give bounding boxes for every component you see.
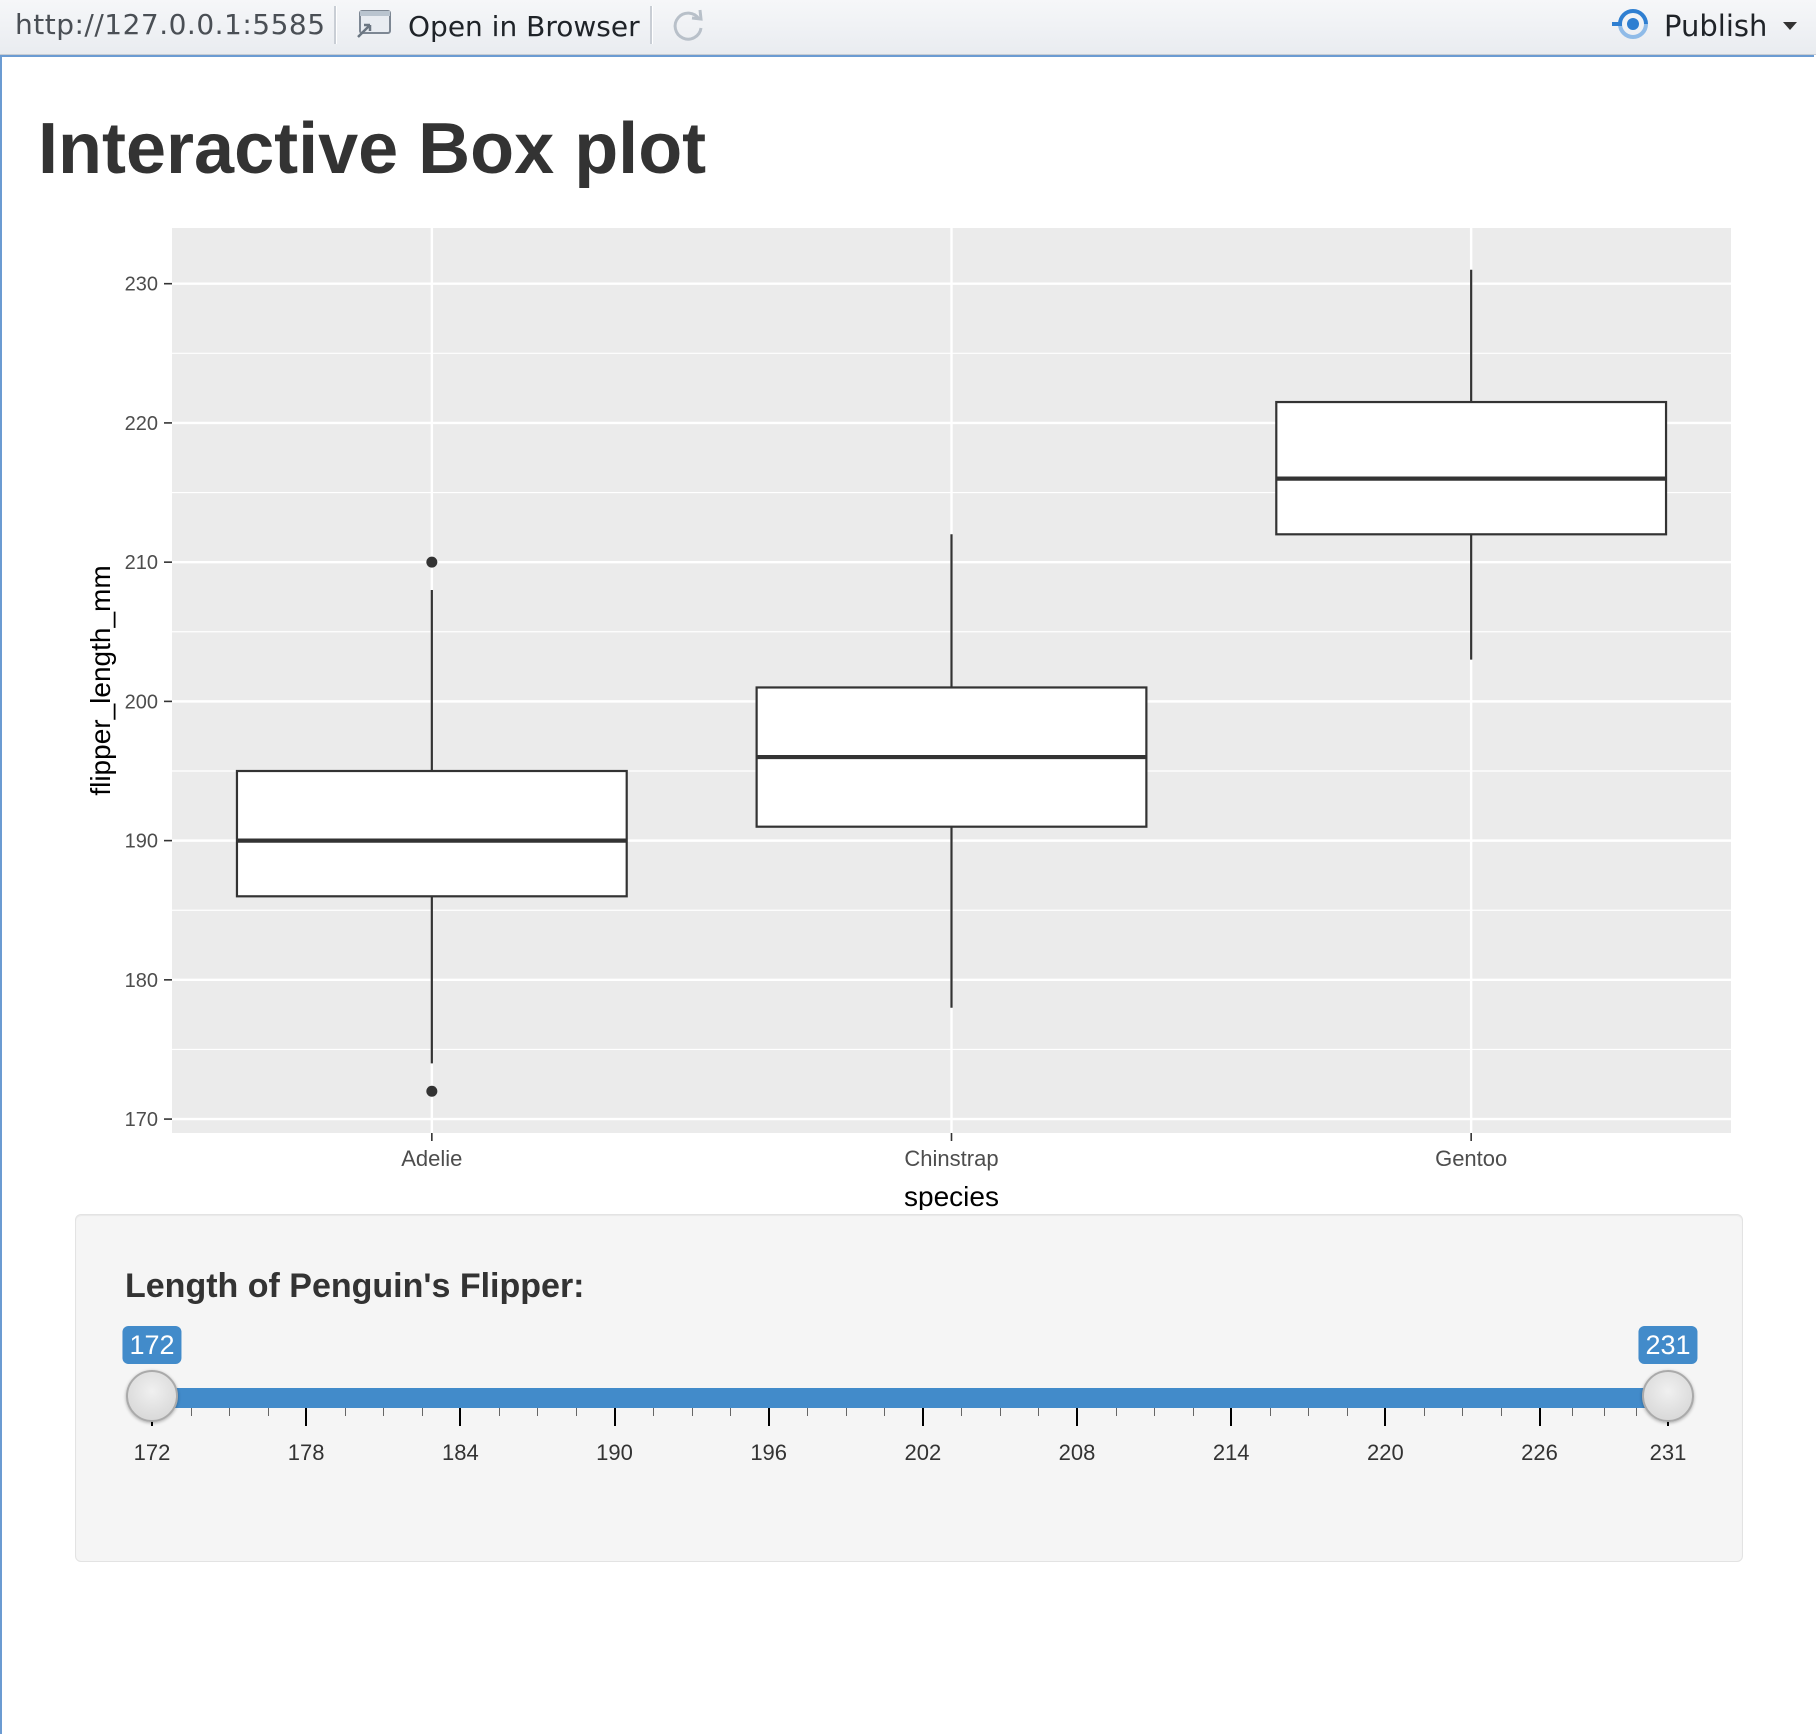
x-tick-label: Adelie bbox=[401, 1146, 462, 1171]
slider-minor-tick bbox=[1038, 1408, 1040, 1416]
slider-minor-tick bbox=[1346, 1408, 1348, 1416]
slider-minor-tick bbox=[1115, 1408, 1117, 1416]
viewer-frame bbox=[0, 55, 1814, 1734]
slider-to-value: 231 bbox=[1638, 1326, 1698, 1364]
open-in-browser-button[interactable]: Open in Browser bbox=[354, 4, 640, 48]
slider-tick-label: 226 bbox=[1521, 1440, 1558, 1465]
slider-minor-tick bbox=[999, 1408, 1001, 1416]
slider-from-handle[interactable] bbox=[126, 1370, 178, 1422]
y-tick-label: 220 bbox=[125, 413, 158, 435]
slider-tick-label: 190 bbox=[596, 1440, 633, 1465]
y-tick-label: 170 bbox=[125, 1109, 158, 1131]
slider-minor-tick bbox=[730, 1408, 732, 1416]
slider-minor-tick bbox=[537, 1408, 539, 1416]
slider-tick-label: 214 bbox=[1212, 1440, 1250, 1465]
outlier-point bbox=[426, 1085, 438, 1097]
x-axis-title: species bbox=[904, 1181, 999, 1210]
box-adelie bbox=[235, 769, 628, 898]
slider-to-handle[interactable] bbox=[1642, 1370, 1694, 1422]
slider-major-tick bbox=[1538, 1408, 1541, 1426]
y-axis-title: flipper_length_mm bbox=[85, 565, 116, 795]
slider-major-tick bbox=[1384, 1408, 1387, 1426]
slider-minor-tick bbox=[267, 1408, 269, 1416]
slider-minor-tick bbox=[421, 1408, 423, 1416]
outlier-point bbox=[426, 556, 438, 568]
y-tick-label: 230 bbox=[125, 274, 158, 296]
slider-panel: Length of Penguin's Flipper: 172 178 184 19… bbox=[75, 1214, 1743, 1562]
slider-minor-tick bbox=[1500, 1408, 1502, 1416]
publish-label: Publish bbox=[1664, 9, 1768, 43]
slider-minor-tick bbox=[190, 1408, 192, 1416]
slider-major-tick bbox=[1230, 1408, 1233, 1426]
slider-minor-tick bbox=[1603, 1408, 1605, 1416]
slider-label: Length of Penguin's Flipper: bbox=[125, 1267, 585, 1305]
slider-from-value: 172 bbox=[122, 1326, 182, 1364]
slider-minor-tick bbox=[1462, 1408, 1464, 1416]
x-tick-label: Chinstrap bbox=[904, 1146, 998, 1171]
slider-minor-tick bbox=[344, 1408, 346, 1416]
slider-minor-tick bbox=[1423, 1408, 1425, 1416]
slider-major-tick bbox=[921, 1408, 924, 1426]
slider-minor-tick bbox=[1308, 1408, 1310, 1416]
slider-major-tick bbox=[459, 1408, 462, 1426]
toolbar-divider bbox=[334, 6, 337, 44]
box-plot-chart: 170 180 190 200 210 220 230 Adelie Chinstrap Gent… bbox=[85, 228, 1731, 1210]
slider-minor-tick bbox=[1571, 1408, 1573, 1416]
slider-major-tick bbox=[613, 1408, 616, 1426]
slider-tick-label: 172 bbox=[133, 1440, 171, 1465]
slider-minor-tick bbox=[383, 1408, 385, 1416]
slider-minor-tick bbox=[229, 1408, 231, 1416]
publish-button[interactable]: Publish bbox=[1612, 4, 1767, 48]
slider-major-tick bbox=[1076, 1408, 1079, 1426]
slider-tick-label: 184 bbox=[441, 1440, 479, 1465]
slider-minor-tick bbox=[1635, 1408, 1637, 1416]
y-tick-label: 200 bbox=[125, 691, 158, 713]
viewer-toolbar: http://127.0.0.1:5585 Open in Browser bbox=[0, 0, 1816, 55]
slider-minor-tick bbox=[961, 1408, 963, 1416]
publish-icon bbox=[1612, 7, 1654, 45]
publish-dropdown-chevron-icon[interactable] bbox=[1783, 22, 1797, 30]
slider-minor-tick bbox=[1192, 1408, 1194, 1416]
open-window-icon bbox=[354, 7, 394, 45]
slider-tick-label: 196 bbox=[750, 1440, 788, 1465]
slider-minor-tick bbox=[845, 1408, 847, 1416]
slider-minor-tick bbox=[1269, 1408, 1271, 1416]
slider-minor-tick bbox=[498, 1408, 500, 1416]
slider-minor-tick bbox=[691, 1408, 693, 1416]
refresh-icon[interactable] bbox=[668, 6, 708, 46]
x-tick-label: Gentoo bbox=[1435, 1146, 1507, 1171]
slider-grid: 172 178 184 190 196 202 208 214 220 226 231 bbox=[76, 1215, 1744, 1563]
url-label: http://127.0.0.1:5585 bbox=[15, 8, 326, 41]
slider-tick-label: 208 bbox=[1058, 1440, 1096, 1465]
slider-major-tick bbox=[305, 1408, 308, 1426]
flipper-range-slider[interactable]: 172 178 184 190 196 202 208 214 220 226 231 172 23… bbox=[76, 1215, 1744, 1563]
slider-minor-tick bbox=[1154, 1408, 1156, 1416]
slider-tick-label: 202 bbox=[904, 1440, 942, 1465]
slider-minor-tick bbox=[807, 1408, 809, 1416]
y-tick-label: 190 bbox=[125, 831, 158, 853]
slider-major-tick bbox=[767, 1408, 770, 1426]
page-title: Interactive Box plot bbox=[38, 109, 707, 189]
toolbar-divider bbox=[650, 6, 653, 44]
slider-minor-tick bbox=[884, 1408, 886, 1416]
open-in-browser-label: Open in Browser bbox=[408, 9, 640, 43]
box-gentoo bbox=[1275, 400, 1668, 536]
slider-selected-range-bar[interactable] bbox=[152, 1388, 1668, 1408]
slider-tick-label: 178 bbox=[287, 1440, 325, 1465]
slider-tick-label: 220 bbox=[1366, 1440, 1404, 1465]
slider-minor-tick bbox=[575, 1408, 577, 1416]
slider-minor-tick bbox=[653, 1408, 655, 1416]
slider-tick-label: 231 bbox=[1649, 1440, 1687, 1465]
y-tick-label: 210 bbox=[125, 552, 158, 574]
y-tick-label: 180 bbox=[125, 970, 158, 992]
